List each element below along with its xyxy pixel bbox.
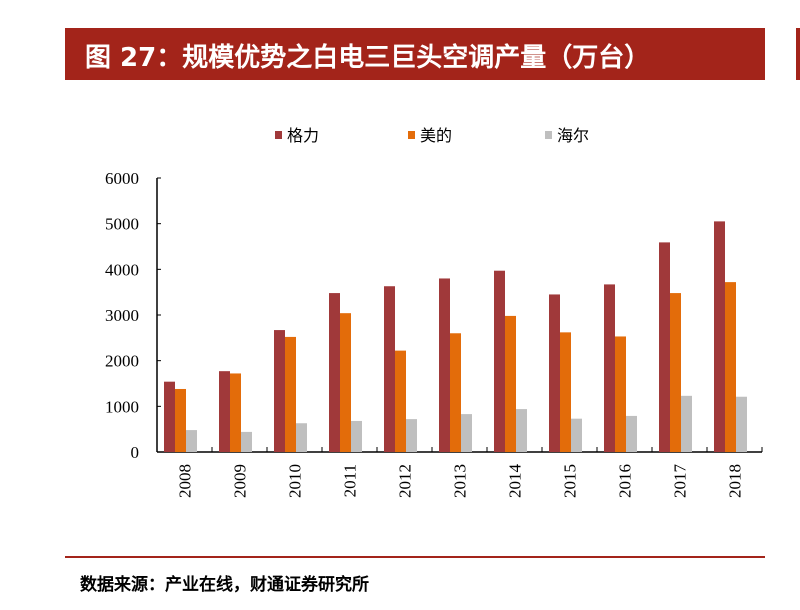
bar-海尔-2018: [736, 396, 747, 452]
legend-swatch-0: [275, 131, 282, 139]
bar-格力-2016: [604, 284, 615, 452]
x-tick-label: 2013: [451, 464, 470, 498]
y-tick-label: 3000: [105, 306, 139, 325]
edge-bar: [796, 28, 800, 80]
legend-label: 海尔: [557, 126, 589, 145]
bar-格力-2018: [714, 221, 725, 452]
bar-格力-2013: [439, 278, 450, 452]
bar-格力-2009: [219, 371, 230, 452]
bar-美的-2008: [175, 388, 186, 452]
bar-海尔-2012: [406, 419, 417, 452]
bar-海尔-2011: [351, 420, 362, 452]
y-tick-label: 0: [131, 443, 140, 462]
x-tick-label: 2011: [341, 464, 360, 497]
bar-美的-2013: [450, 333, 461, 452]
bar-格力-2012: [384, 286, 395, 452]
x-tick-label: 2017: [671, 464, 690, 499]
bar-美的-2009: [230, 373, 241, 452]
bar-美的-2016: [615, 336, 626, 452]
y-tick-label: 6000: [105, 169, 139, 188]
legend-swatch-2: [545, 131, 552, 139]
bar-美的-2010: [285, 336, 296, 452]
bar-海尔-2010: [296, 423, 307, 452]
x-tick-label: 2009: [231, 464, 250, 498]
bar-美的-2011: [340, 313, 351, 452]
bar-海尔-2016: [626, 415, 637, 452]
bar-美的-2014: [505, 315, 516, 452]
x-tick-label: 2008: [176, 464, 195, 498]
legend-label: 美的: [420, 126, 452, 145]
source-note: 数据来源：产业在线，财通证券研究所: [80, 575, 369, 595]
legend-swatch-1: [408, 131, 415, 139]
bar-海尔-2017: [681, 395, 692, 452]
x-tick-label: 2012: [396, 464, 415, 498]
bar-美的-2017: [670, 293, 681, 452]
x-tick-label: 2015: [561, 464, 580, 498]
x-tick-label: 2010: [286, 464, 305, 498]
chart-title: 图 27：规模优势之白电三巨头空调产量（万台）: [85, 43, 651, 73]
bar-海尔-2008: [186, 430, 197, 452]
bar-chart: 0 1000 2000 3000 4000 5000 6000 2008 2009 2010 201…: [105, 126, 763, 499]
bar-格力-2011: [329, 293, 340, 452]
bar-格力-2008: [164, 381, 175, 452]
bar-格力-2010: [274, 330, 285, 452]
bar-格力-2014: [494, 270, 505, 452]
title-bar: 图 27：规模优势之白电三巨头空调产量（万台）: [65, 28, 765, 80]
bar-海尔-2009: [241, 431, 252, 452]
y-tick-label: 4000: [105, 260, 139, 279]
legend-label: 格力: [287, 126, 319, 145]
bar-海尔-2014: [516, 409, 527, 452]
bar-海尔-2015: [571, 418, 582, 452]
bar-美的-2018: [725, 282, 736, 452]
y-tick-label: 1000: [105, 397, 139, 416]
bar-海尔-2013: [461, 414, 472, 452]
bar-格力-2017: [659, 242, 670, 452]
bar-美的-2015: [560, 332, 571, 452]
x-tick-label: 2014: [506, 464, 525, 499]
y-tick-label: 5000: [105, 215, 139, 234]
bar-美的-2012: [395, 350, 406, 452]
bar-格力-2015: [549, 294, 560, 452]
x-tick-label: 2016: [616, 464, 635, 498]
divider: [65, 556, 765, 558]
y-tick-label: 2000: [105, 352, 139, 371]
x-tick-label: 2018: [726, 464, 745, 498]
